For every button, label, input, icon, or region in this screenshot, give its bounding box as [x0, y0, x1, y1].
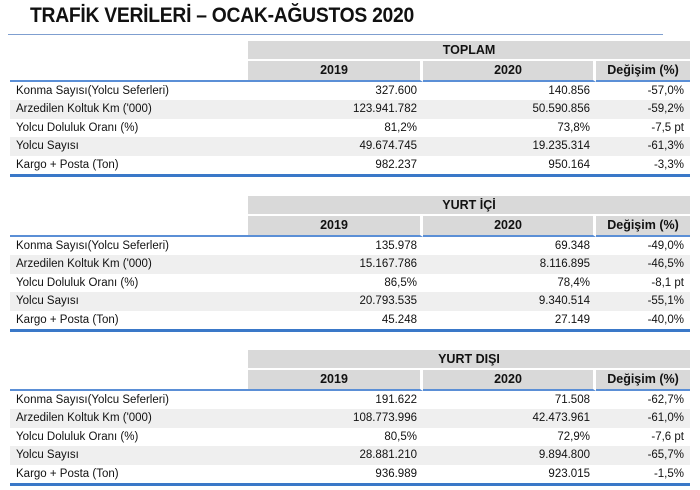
row-label: Arzedilen Koltuk Km ('000) [10, 409, 248, 428]
value-2020: 73,8% [557, 121, 590, 134]
row-label: Yolcu Sayısı [10, 137, 248, 156]
table-row: Yolcu Sayısı 28.881.210 9.894.800 -65,7% [10, 446, 690, 465]
blank-cell [10, 41, 248, 61]
row-label: Yolcu Sayısı [10, 446, 248, 465]
value-2020: 19.235.314 [423, 137, 596, 156]
table-row: Konma Sayısı(Yolcu Seferleri) 135.978 69… [10, 237, 690, 256]
value-2019: 108.773.996 [248, 409, 423, 428]
column-header: 2020 [423, 216, 596, 237]
column-header: 2020 [423, 370, 596, 391]
change-value: -59,2% [596, 100, 690, 119]
table-row: Konma Sayısı(Yolcu Seferleri) 327.600 14… [10, 82, 690, 101]
value-2020: 8.116.895 [423, 255, 596, 274]
column-header: Değişim (%) [596, 61, 690, 82]
table-row: Yolcu Doluluk Oranı (%) 81,2% 73,8% -7,5… [10, 119, 690, 138]
change-value: -40,0% [596, 311, 690, 332]
value-2020: 42.473.961 [423, 409, 596, 428]
blank-cell [10, 61, 248, 82]
value-2019: 45.248 [248, 311, 423, 332]
change-value: -7,5 pt [651, 121, 684, 134]
row-label: Kargo + Posta (Ton) [10, 311, 248, 332]
value-2019: 86,5% [384, 276, 417, 289]
column-header: 2020 [423, 61, 596, 82]
column-header: 2019 [248, 61, 423, 82]
section-header: YURT İÇİ [248, 196, 690, 216]
value-2019: 81,2% [384, 121, 417, 134]
value-2020: 140.856 [548, 84, 590, 97]
value-2020: 923.015 [423, 465, 596, 486]
value-2019: 123.941.782 [248, 100, 423, 119]
blank-cell [10, 370, 248, 391]
value-2020: 50.590.856 [423, 100, 596, 119]
value-2020: 9.894.800 [423, 446, 596, 465]
table-row: Yolcu Doluluk Oranı (%) 86,5% 78,4% -8,1… [10, 274, 690, 293]
table-row: Kargo + Posta (Ton) 982.237 950.164 -3,3… [10, 156, 690, 177]
row-label: Kargo + Posta (Ton) [10, 156, 248, 177]
change-value: -8,1 pt [651, 276, 684, 289]
table-row: Yolcu Doluluk Oranı (%) 80,5% 72,9% -7,6… [10, 428, 690, 447]
row-label: Arzedilen Koltuk Km ('000) [10, 100, 248, 119]
page-title: TRAFİK VERİLERİ – OCAK-AĞUSTOS 2020 [30, 4, 414, 27]
table-row: Arzedilen Koltuk Km ('000) 15.167.786 8.… [10, 255, 690, 274]
value-2019: 936.989 [248, 465, 423, 486]
row-label: Arzedilen Koltuk Km ('000) [10, 255, 248, 274]
value-2019: 15.167.786 [248, 255, 423, 274]
change-value: -3,3% [596, 156, 690, 177]
column-header: 2019 [248, 216, 423, 237]
table-row: Arzedilen Koltuk Km ('000) 123.941.782 5… [10, 100, 690, 119]
value-2019: 49.674.745 [248, 137, 423, 156]
table-row: Kargo + Posta (Ton) 936.989 923.015 -1,5… [10, 465, 690, 486]
blank-cell [10, 216, 248, 237]
value-2019: 982.237 [248, 156, 423, 177]
section-header: TOPLAM [248, 41, 690, 61]
value-2020: 71.508 [554, 393, 590, 406]
traffic-table-0: TOPLAM 2019 2020 Değişim (%) Konma Sayısı(Y… [10, 41, 690, 177]
change-value: -55,1% [596, 292, 690, 311]
row-label: Yolcu Doluluk Oranı (%) [16, 121, 139, 134]
change-value: -46,5% [596, 255, 690, 274]
table-row: Yolcu Sayısı 49.674.745 19.235.314 -61,3… [10, 137, 690, 156]
column-header: Değişim (%) [596, 216, 690, 237]
value-2020: 9.340.514 [423, 292, 596, 311]
table-row: Yolcu Sayısı 20.793.535 9.340.514 -55,1% [10, 292, 690, 311]
section-header: YURT DIŞI [248, 350, 690, 370]
value-2020: 27.149 [423, 311, 596, 332]
change-value: -61,0% [596, 409, 690, 428]
value-2019: 20.793.535 [248, 292, 423, 311]
row-label: Yolcu Doluluk Oranı (%) [16, 276, 139, 289]
row-label: Yolcu Sayısı [10, 292, 248, 311]
change-value: -57,0% [647, 84, 684, 97]
table-row: Arzedilen Koltuk Km ('000) 108.773.996 4… [10, 409, 690, 428]
table-row: Kargo + Posta (Ton) 45.248 27.149 -40,0% [10, 311, 690, 332]
row-label: Yolcu Doluluk Oranı (%) [16, 430, 139, 443]
blank-cell [10, 196, 248, 216]
row-label: Kargo + Posta (Ton) [10, 465, 248, 486]
value-2020: 72,9% [557, 430, 590, 443]
value-2019: 327.600 [375, 84, 417, 97]
table-row: Konma Sayısı(Yolcu Seferleri) 191.622 71… [10, 391, 690, 410]
value-2019: 28.881.210 [248, 446, 423, 465]
column-header: Değişim (%) [596, 370, 690, 391]
row-label: Konma Sayısı(Yolcu Seferleri) [16, 84, 169, 97]
change-value: -65,7% [596, 446, 690, 465]
column-header: 2019 [248, 370, 423, 391]
row-label: Konma Sayısı(Yolcu Seferleri) [16, 239, 169, 252]
value-2019: 191.622 [375, 393, 417, 406]
value-2020: 950.164 [423, 156, 596, 177]
blank-cell [10, 350, 248, 370]
change-value: -62,7% [647, 393, 684, 406]
value-2020: 69.348 [554, 239, 590, 252]
traffic-table-2: YURT DIŞI 2019 2020 Değişim (%) Konma Sayıs… [10, 350, 690, 486]
title-divider [8, 34, 663, 35]
change-value: -7,6 pt [651, 430, 684, 443]
change-value: -61,3% [596, 137, 690, 156]
traffic-table-1: YURT İÇİ 2019 2020 Değişim (%) Konma Sayısı… [10, 196, 690, 332]
value-2019: 80,5% [384, 430, 417, 443]
value-2020: 78,4% [557, 276, 590, 289]
change-value: -49,0% [647, 239, 684, 252]
value-2019: 135.978 [375, 239, 417, 252]
row-label: Konma Sayısı(Yolcu Seferleri) [16, 393, 169, 406]
change-value: -1,5% [596, 465, 690, 486]
